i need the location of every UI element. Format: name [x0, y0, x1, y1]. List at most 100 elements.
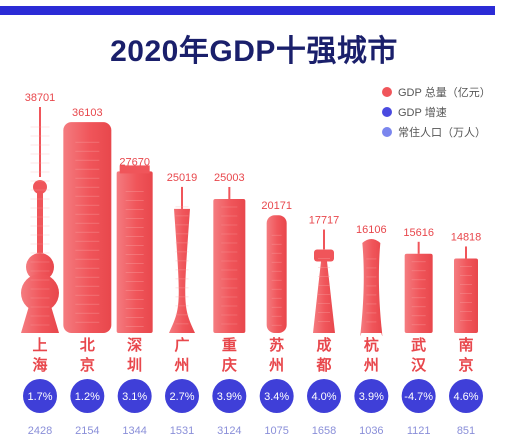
- city-name-char: 苏: [269, 336, 284, 354]
- tower-top-sphere: [33, 180, 47, 194]
- growth-value-label: -4.7%: [404, 391, 433, 403]
- city-name-char: 北: [80, 336, 95, 354]
- building-spire: [417, 241, 420, 254]
- population-value-label: 1344: [122, 425, 146, 437]
- building-8: [404, 241, 433, 333]
- building-3: [169, 186, 195, 333]
- building-spire: [228, 186, 231, 199]
- building-4: [213, 186, 246, 333]
- legend-item-growth: GDP 增速: [382, 102, 491, 122]
- population-value-label: 1121: [407, 425, 431, 437]
- gdp-value-label: 15616: [403, 227, 434, 239]
- city-name-char: 京: [458, 356, 473, 374]
- legend-dot-growth: [382, 107, 392, 117]
- gdp-value-label: 16106: [356, 224, 387, 236]
- legend-dot-population: [382, 127, 392, 137]
- growth-circle: [117, 379, 152, 413]
- building-body: [116, 171, 153, 333]
- building-crown: [119, 165, 150, 174]
- city-name-char: 杭: [364, 336, 379, 354]
- growth-value-label: 3.9%: [217, 391, 242, 403]
- gdp-value-label: 36103: [72, 107, 103, 119]
- legend-dot-gdp: [382, 87, 392, 97]
- tower-shaft: [37, 193, 43, 253]
- growth-value-label: 2.7%: [169, 391, 194, 403]
- city-name-char: 重: [222, 336, 237, 354]
- building-6: [313, 229, 335, 333]
- growth-circle: [354, 379, 389, 413]
- population-value-label: 3124: [217, 425, 241, 437]
- growth-value-label: 4.6%: [453, 391, 478, 403]
- building-spire: [465, 246, 467, 259]
- population-value-label: 1658: [312, 425, 336, 437]
- building-5: [266, 215, 287, 333]
- tower-spire: [323, 229, 325, 250]
- gdp-value-label: 27670: [119, 156, 150, 168]
- city-name-char: 州: [363, 356, 379, 374]
- building-9: [454, 246, 478, 333]
- city-name-char: 庆: [222, 356, 237, 374]
- gdp-value-label: 20171: [261, 200, 292, 212]
- tower-mid-sphere: [26, 253, 54, 281]
- growth-circle: [259, 379, 294, 413]
- tower-pod: [314, 249, 334, 262]
- building-body: [454, 258, 478, 333]
- growth-value-label: 1.2%: [75, 391, 100, 403]
- legend-label-growth: GDP 增速: [398, 107, 447, 119]
- chart-title: 2020年GDP十强城市: [110, 35, 398, 68]
- tower-base-sphere: [21, 274, 59, 312]
- growth-circle: [449, 379, 483, 413]
- growth-value-label: 4.0%: [311, 391, 336, 403]
- legend-item-gdp: GDP 总量（亿元）: [382, 82, 491, 102]
- gdp-value-label: 25003: [214, 172, 245, 184]
- growth-circle: [307, 379, 341, 413]
- population-value-label: 2154: [75, 425, 99, 437]
- gdp-value-label: 38701: [25, 92, 56, 104]
- city-name-char: 都: [315, 356, 331, 374]
- legend-label-population: 常住人口（万人）: [398, 127, 486, 139]
- legend: GDP 总量（亿元） GDP 增速 常住人口（万人）: [382, 82, 491, 142]
- city-name-char: 州: [173, 356, 189, 374]
- city-name-char: 州: [268, 356, 284, 374]
- city-name-char: 南: [458, 336, 473, 354]
- growth-circle: [23, 379, 57, 413]
- tower-body: [169, 208, 195, 333]
- growth-value-label: 3.4%: [264, 391, 289, 403]
- population-value-label: 851: [457, 425, 475, 437]
- population-value-label: 2428: [28, 425, 52, 437]
- population-value-label: 1531: [170, 425, 194, 437]
- population-value-label: 1036: [359, 425, 383, 437]
- city-name-char: 武: [411, 336, 426, 354]
- building-2: [116, 165, 153, 333]
- city-name-char: 成: [316, 336, 331, 354]
- growth-value-label: 3.1%: [122, 391, 147, 403]
- tower-body: [360, 238, 383, 337]
- city-name-char: 海: [32, 356, 47, 374]
- building-body: [404, 253, 433, 333]
- building-body: [266, 215, 287, 333]
- city-name-char: 深: [127, 336, 142, 354]
- growth-circle: [165, 379, 199, 413]
- tower-spire: [39, 107, 41, 177]
- building-1: [63, 122, 112, 334]
- growth-circle: [401, 379, 436, 413]
- growth-value-label: 1.7%: [27, 391, 52, 403]
- building-body: [213, 198, 246, 333]
- gdp-value-label: 17717: [309, 215, 340, 227]
- building-7: [360, 238, 383, 337]
- building-body: [63, 122, 112, 334]
- tower-body: [313, 261, 335, 333]
- city-name-char: 汉: [411, 356, 427, 374]
- tower-spire: [181, 186, 183, 209]
- top-accent-bar: [0, 6, 495, 15]
- city-name-char: 广: [174, 336, 189, 354]
- legend-label-gdp: GDP 总量（亿元）: [398, 87, 491, 99]
- gdp-value-label: 14818: [451, 231, 482, 243]
- building-0: [21, 107, 59, 333]
- legend-item-population: 常住人口（万人）: [382, 122, 491, 142]
- growth-value-label: 3.9%: [359, 391, 384, 403]
- city-name-char: 京: [80, 356, 95, 374]
- city-name-char: 圳: [127, 356, 142, 374]
